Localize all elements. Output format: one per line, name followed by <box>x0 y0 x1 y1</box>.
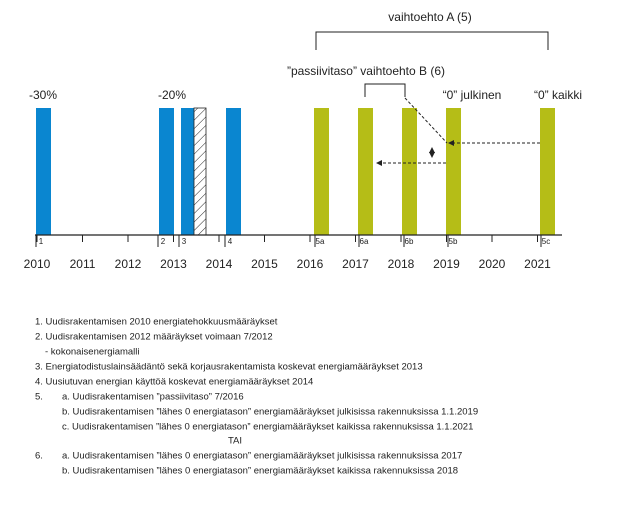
annotation: “0” kaikki <box>534 88 582 102</box>
note: a. Uudisrakentamisen ”lähes 0 energiatas… <box>62 451 462 462</box>
bar-label: 3 <box>182 237 187 246</box>
note: b. Uudisrakentamisen ”lähes 0 energiatas… <box>62 466 458 477</box>
bar-label: 5a <box>316 237 325 246</box>
year-label: 2020 <box>479 257 506 271</box>
note: 2. Uudisrakentamisen 2012 määräykset voi… <box>35 332 273 343</box>
bar-hatched <box>193 107 207 236</box>
bar <box>314 108 329 235</box>
note: c. Uudisrakentamisen ”lähes 0 energiatas… <box>62 422 473 433</box>
bar-label: 5c <box>542 237 550 246</box>
bar-label: 6a <box>360 237 369 246</box>
bar-label: 2 <box>161 237 166 246</box>
year-label: 2013 <box>160 257 187 271</box>
bar <box>402 108 417 235</box>
year-label: 2011 <box>70 257 96 271</box>
notes: 1. Uudisrakentamisen 2010 energiatehokku… <box>35 317 478 477</box>
bar-label: 5b <box>449 237 458 246</box>
bar <box>181 108 194 235</box>
annotation: -30% <box>29 88 57 102</box>
bracket-a <box>315 31 549 50</box>
year-label: 2017 <box>342 257 369 271</box>
annotation: “0” julkinen <box>443 88 502 102</box>
ticks: 2010 2011 2012 2013 2014 2015 2016 2017 2018 2019… <box>24 235 551 271</box>
year-label: 2015 <box>251 257 278 271</box>
bar-label: 4 <box>228 237 233 246</box>
year-label: 2014 <box>206 257 233 271</box>
year-label: 2016 <box>297 257 324 271</box>
bar <box>446 108 461 235</box>
note: a. Uudisrakentamisen ”passiivitaso” 7/20… <box>62 392 244 403</box>
note: 3. Energiatodistuslainsäädäntö sekä korj… <box>35 362 423 373</box>
bar <box>159 108 174 235</box>
note: 1. Uudisrakentamisen 2010 energiatehokku… <box>35 317 278 328</box>
year-label: 2010 <box>24 257 51 271</box>
bar-label: 6b <box>405 237 414 246</box>
bar <box>540 108 555 235</box>
note: - kokonaisenergiamalli <box>45 347 140 358</box>
note: b. Uudisrakentamisen ”lähes 0 energiatas… <box>62 407 478 418</box>
brackets <box>315 31 549 166</box>
bar-label: 1 <box>39 237 44 246</box>
annotation: ”passiivitaso” vaihtoehto B (6) <box>287 64 445 78</box>
annotation: -20% <box>158 88 186 102</box>
bar <box>226 108 241 235</box>
separator: TAI <box>228 436 242 447</box>
note-number: 6. <box>35 451 43 462</box>
year-label: 2018 <box>388 257 415 271</box>
year-label: 2012 <box>115 257 142 271</box>
dashed-link <box>404 97 448 144</box>
bar <box>358 108 373 235</box>
annotation: vaihtoehto A (5) <box>388 10 471 24</box>
bracket-b <box>364 83 406 97</box>
bar <box>36 108 51 235</box>
year-label: 2021 <box>524 257 551 271</box>
bars <box>36 107 555 236</box>
note: 4. Uusiutuvan energian käyttöä koskevat … <box>35 377 313 388</box>
year-label: 2019 <box>433 257 460 271</box>
note-number: 5. <box>35 392 43 403</box>
